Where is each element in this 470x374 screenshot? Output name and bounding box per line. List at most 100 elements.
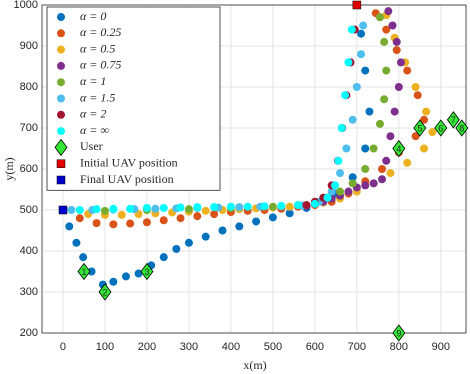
legend-marker <box>56 175 66 185</box>
point <box>172 244 181 253</box>
point <box>392 46 401 55</box>
point <box>75 206 84 214</box>
y-tick-label: 500 <box>20 204 38 216</box>
legend-marker <box>57 45 65 54</box>
legend-marker <box>57 29 65 38</box>
point <box>117 210 126 219</box>
point <box>310 199 319 208</box>
point <box>341 91 350 100</box>
point <box>277 201 286 210</box>
point <box>411 132 420 141</box>
point <box>348 179 357 188</box>
legend-marker <box>57 94 65 103</box>
point <box>369 179 378 188</box>
point <box>184 205 193 214</box>
y-tick-label: 600 <box>20 163 38 175</box>
user-marker <box>98 283 112 301</box>
point <box>327 187 336 196</box>
point <box>365 107 374 116</box>
point <box>396 58 405 67</box>
point <box>334 156 343 165</box>
user-label: 2 <box>102 287 107 297</box>
y-tick-label: 200 <box>20 327 38 339</box>
x-tick-label: 900 <box>432 341 450 353</box>
point <box>235 222 244 231</box>
point <box>344 187 353 196</box>
x-axis-label: x(m) <box>243 358 266 372</box>
x-tick-label: 500 <box>264 341 282 353</box>
legend-label: Initial UAV position <box>80 155 178 169</box>
y-axis-label: y(m) <box>2 157 16 180</box>
point <box>336 187 345 196</box>
point <box>394 83 403 91</box>
point <box>422 107 431 116</box>
point <box>201 206 210 215</box>
user-label: 7 <box>451 115 456 125</box>
point <box>268 202 277 211</box>
x-tick-label: 200 <box>138 341 156 353</box>
legend-label: α = 0.25 <box>80 25 121 39</box>
point <box>92 205 101 214</box>
uav-marker <box>58 205 68 215</box>
y-tick-label: 300 <box>20 286 38 298</box>
point <box>388 21 397 30</box>
point <box>420 115 429 124</box>
point <box>348 115 357 124</box>
y-tick-label: 400 <box>20 245 38 257</box>
user-label: 8 <box>459 123 464 133</box>
point <box>193 212 202 221</box>
legend-label: Final UAV position <box>80 172 174 186</box>
user-marker <box>455 119 469 137</box>
user-label: 5 <box>417 123 422 133</box>
point <box>109 204 118 213</box>
user-label: 6 <box>438 123 443 133</box>
legend-box <box>46 6 221 191</box>
point <box>252 217 261 226</box>
legend-label: α = ∞ <box>80 123 109 137</box>
point <box>92 219 101 228</box>
point <box>344 58 353 67</box>
y-tick-label: 800 <box>20 81 38 93</box>
point <box>268 213 277 222</box>
x-tick-label: 600 <box>306 341 324 353</box>
point <box>392 37 401 46</box>
y-tick-label: 1000 <box>14 0 38 11</box>
legend-marker <box>57 78 65 87</box>
point <box>386 169 395 178</box>
point <box>235 203 244 212</box>
x-tick-label: 800 <box>390 341 408 353</box>
point <box>302 201 311 210</box>
point <box>100 206 109 215</box>
point <box>285 209 294 218</box>
point <box>142 218 151 227</box>
point <box>75 214 84 223</box>
legend-marker <box>57 61 65 70</box>
legend-label: α = 1.5 <box>80 90 115 104</box>
axes-box <box>41 4 467 334</box>
point <box>336 169 345 178</box>
point <box>142 203 151 212</box>
user-marker <box>392 139 406 158</box>
point <box>428 128 437 137</box>
point <box>403 158 412 167</box>
point <box>159 216 168 225</box>
point <box>384 7 393 16</box>
point <box>331 181 340 190</box>
point <box>109 220 118 229</box>
point <box>210 203 219 212</box>
point <box>378 175 387 184</box>
user-marker <box>434 119 448 137</box>
point <box>193 203 202 212</box>
point <box>357 50 366 59</box>
point <box>126 204 135 213</box>
point <box>109 277 118 286</box>
point <box>201 232 210 241</box>
point <box>361 66 370 75</box>
point <box>323 193 332 202</box>
user-label: 9 <box>396 328 401 338</box>
point <box>243 202 252 211</box>
point <box>342 144 351 153</box>
point <box>390 107 399 116</box>
point <box>294 201 303 210</box>
